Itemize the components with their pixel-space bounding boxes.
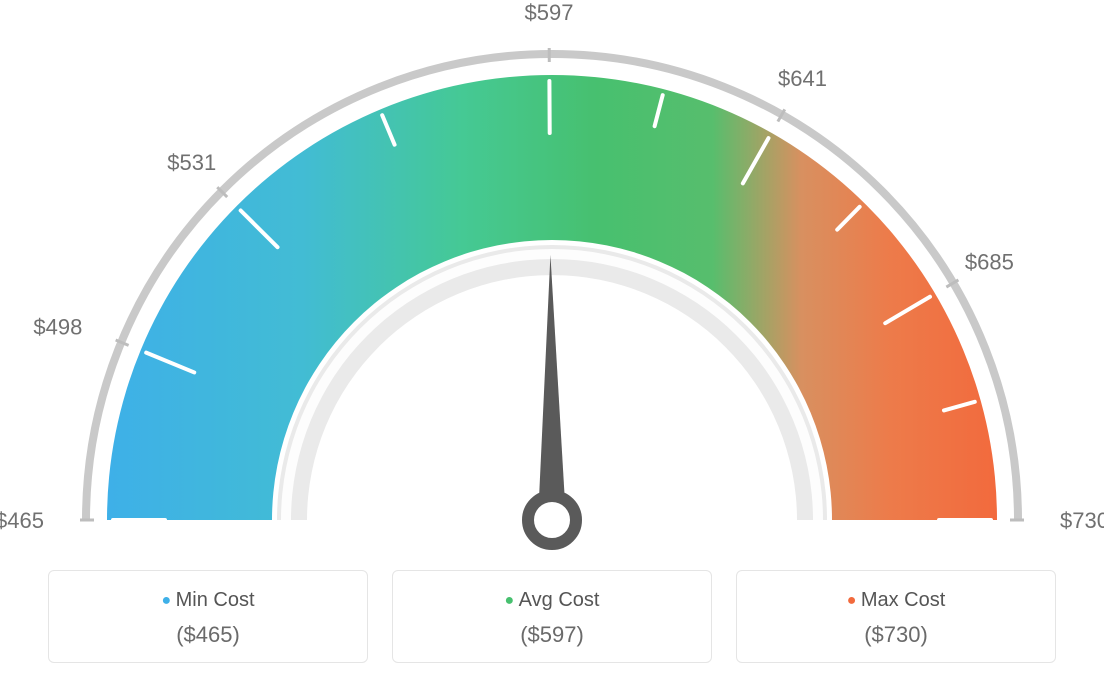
- legend-min-label: Min Cost: [59, 589, 357, 612]
- gauge-tick-label: $531: [167, 150, 216, 175]
- gauge-tick-label: $465: [0, 508, 44, 533]
- legend-card-max: Max Cost ($730): [736, 570, 1056, 663]
- legend-max-label: Max Cost: [747, 589, 1045, 612]
- gauge-tick-label: $641: [778, 66, 827, 91]
- gauge-tick-label: $597: [525, 0, 574, 25]
- gauge-needle: [538, 255, 566, 520]
- gauge-tick-label: $498: [33, 314, 82, 339]
- gauge-tick-label: $730: [1060, 508, 1104, 533]
- legend-min-value: ($465): [59, 622, 357, 648]
- legend-card-avg: Avg Cost ($597): [392, 570, 712, 663]
- gauge-tick-label: $685: [965, 250, 1014, 275]
- gauge-needle-hub: [528, 496, 576, 544]
- legend-avg-label: Avg Cost: [403, 589, 701, 612]
- legend-avg-value: ($597): [403, 622, 701, 648]
- legend-row: Min Cost ($465) Avg Cost ($597) Max Cost…: [0, 570, 1104, 663]
- legend-card-min: Min Cost ($465): [48, 570, 368, 663]
- cost-gauge-chart: $465 $498 $531 $597 $641 $685 $730: [0, 0, 1104, 560]
- legend-max-value: ($730): [747, 622, 1045, 648]
- gauge-svg: $465 $498 $531 $597 $641 $685 $730: [0, 0, 1104, 560]
